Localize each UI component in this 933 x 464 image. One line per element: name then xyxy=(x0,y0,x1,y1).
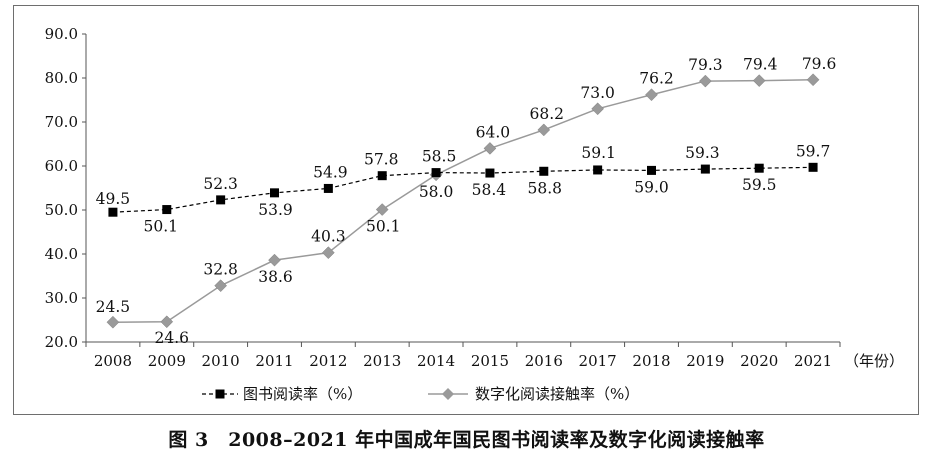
digital-reading-point xyxy=(537,123,551,137)
digital-reading-data-label: 79.3 xyxy=(688,56,723,74)
book-reading-data-label: 52.3 xyxy=(203,175,238,193)
digital-reading-point xyxy=(375,203,389,216)
line-chart: 20.0 30.0 40.0 50.0 60.0 70.0 80.0 90.0 2008 2009… xyxy=(45,25,904,403)
digital-reading-data-label: 79.6 xyxy=(802,55,837,73)
book-reading-point xyxy=(108,207,118,217)
digital-reading-data-label: 79.4 xyxy=(743,56,778,74)
x-tick-label: 2013 xyxy=(363,352,401,370)
y-tick-label: 30.0 xyxy=(45,289,78,307)
y-tick-label: 70.0 xyxy=(45,113,78,131)
book-reading-data-label: 59.7 xyxy=(796,142,831,160)
x-tick-label: 2017 xyxy=(579,352,617,370)
x-tick-label: 2008 xyxy=(94,352,132,370)
x-tick-label: 2019 xyxy=(686,352,724,370)
x-tick-label: 2016 xyxy=(525,352,563,370)
digital-reading-point xyxy=(645,88,658,102)
digital-reading-data-label: 64.0 xyxy=(476,123,511,141)
book-reading-point xyxy=(808,162,818,172)
digital-reading-data-label: 24.5 xyxy=(96,298,131,316)
x-tick-label: 2011 xyxy=(255,352,293,370)
book-reading-data-label: 54.9 xyxy=(313,163,348,181)
legend-book-label: 图书阅读率（%） xyxy=(243,385,362,403)
digital-reading-point xyxy=(699,74,712,88)
digital-reading-data-label: 68.2 xyxy=(530,105,565,123)
x-tick-label: 2014 xyxy=(417,352,455,370)
book-reading-data-label: 58.4 xyxy=(472,181,507,199)
x-tick-label: 2015 xyxy=(471,352,509,370)
x-tick-label: 2010 xyxy=(202,352,240,370)
digital-reading-point xyxy=(106,315,120,329)
digital-reading-point xyxy=(483,142,497,155)
figure-caption: 图 3 2008–2021 年中国成年国民图书阅读率及数字化阅读接触率 xyxy=(168,429,765,451)
book-reading-point xyxy=(323,183,333,193)
digital-reading-data-label: 76.2 xyxy=(639,70,674,88)
digital-reading-point xyxy=(214,279,227,293)
y-tick-label: 20.0 xyxy=(45,333,78,351)
book-reading-data-label: 58.8 xyxy=(528,179,563,197)
legend-digital-label: 数字化阅读接触率（%） xyxy=(475,385,639,403)
digital-reading-data-label: 50.1 xyxy=(366,218,401,236)
book-reading-point xyxy=(216,195,226,205)
book-reading-point xyxy=(647,165,656,175)
book-reading-data-label: 59.1 xyxy=(581,144,616,162)
x-tick-label: 2009 xyxy=(148,352,186,370)
book-reading-data-label: 57.8 xyxy=(364,151,399,169)
digital-reading-data-label: 24.6 xyxy=(155,329,190,347)
y-tick-label: 50.0 xyxy=(45,201,78,219)
y-tick-label: 80.0 xyxy=(45,69,78,87)
book-reading-point xyxy=(270,188,279,198)
book-reading-data-label: 59.3 xyxy=(685,144,720,162)
digital-reading-point xyxy=(591,102,604,116)
chart-frame xyxy=(13,5,919,415)
digital-reading-data-label: 40.3 xyxy=(311,228,346,246)
book-reading-point xyxy=(431,168,441,178)
book-reading-data-label: 59.5 xyxy=(742,176,777,194)
book-reading-point xyxy=(377,171,387,181)
y-tick-label: 40.0 xyxy=(45,245,78,263)
legend-digital-marker xyxy=(442,388,454,400)
digital-reading-data-label: 58.0 xyxy=(419,183,454,201)
x-tick-label: 2021 xyxy=(794,352,832,370)
digital-reading-data-label: 32.8 xyxy=(203,261,238,279)
book-reading-data-label: 50.1 xyxy=(144,218,179,236)
book-reading-data-label: 58.5 xyxy=(422,148,457,166)
book-reading-point xyxy=(593,165,603,175)
book-reading-line xyxy=(112,166,814,213)
legend-book-marker xyxy=(215,389,225,399)
digital-reading-data-label: 73.0 xyxy=(580,84,615,102)
book-reading-point xyxy=(539,166,549,176)
x-tick-label: 2018 xyxy=(632,352,670,370)
digital-reading-data-label: 38.6 xyxy=(258,268,293,286)
digital-reading-point xyxy=(806,73,820,87)
x-tick-label: 2020 xyxy=(740,352,778,370)
book-reading-point xyxy=(700,164,710,174)
y-tick-label: 90.0 xyxy=(45,25,78,43)
book-reading-point xyxy=(485,168,495,178)
book-reading-data-label: 53.9 xyxy=(258,201,293,219)
digital-reading-point xyxy=(268,253,281,267)
digital-reading-point xyxy=(752,74,766,87)
book-reading-data-label: 49.5 xyxy=(96,190,131,208)
digital-reading-point xyxy=(160,315,174,329)
book-reading-point xyxy=(162,205,172,215)
x-axis-unit-label: （年份） xyxy=(844,352,904,370)
digital-reading-line xyxy=(112,79,814,323)
book-reading-data-label: 59.0 xyxy=(634,178,669,196)
book-reading-point xyxy=(754,163,764,173)
x-tick-label: 2012 xyxy=(309,352,347,370)
y-tick-label: 60.0 xyxy=(45,157,78,175)
digital-reading-point xyxy=(322,246,335,260)
